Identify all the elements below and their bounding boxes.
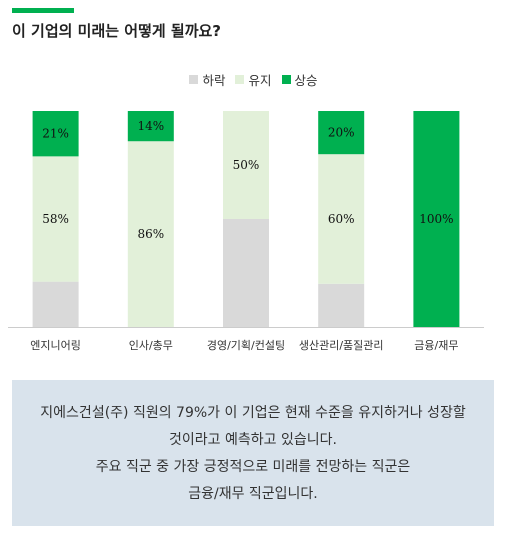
legend-label-rise: 상승	[294, 73, 318, 88]
bar-segment-maintain-0	[32, 156, 79, 282]
data-label: 100%	[419, 212, 453, 226]
data-label: 20%	[328, 126, 355, 140]
legend-label-maintain: 유지	[248, 73, 272, 88]
legend-item-rise: 상승	[281, 70, 318, 89]
category-label: 인사/총무	[129, 339, 173, 352]
summary-line-4: 금융/재무 직군입니다.	[188, 486, 318, 502]
bar-segment-maintain-1	[127, 141, 174, 327]
category-label: 엔지니어링	[30, 339, 81, 352]
bar-segment-rise-4	[413, 111, 460, 327]
legend-swatch-decline	[189, 75, 199, 84]
legend-item-decline: 하락	[189, 70, 225, 89]
stacked-bar-chart: 58% 21% 엔지니어링 86% 14% 인사/총무 50% 경영/기획/컨설팅 60% 20%…	[8, 111, 484, 352]
bar-segment-maintain-3	[318, 154, 365, 284]
category-label: 금융/재무	[414, 339, 458, 352]
bar-segment-maintain-2	[223, 111, 269, 219]
data-label: 21%	[42, 127, 69, 141]
summary-line-1: 지에스건설(주) 직원의 79%가 이 기업은 현재 수준을 유지하거나 성장할	[40, 405, 466, 421]
data-label: 14%	[137, 119, 164, 133]
page-title: 이 기업의 미래는 어떻게 될까요?	[12, 22, 221, 40]
data-label: 58%	[42, 212, 69, 226]
summary-line-2: 것이라고 예측하고 있습니다.	[169, 432, 337, 448]
summary-line-3: 주요 직군 중 가장 긍정적으로 미래를 전망하는 직군은	[95, 459, 411, 475]
title-accent-bar	[12, 8, 74, 13]
legend-item-maintain: 유지	[235, 70, 272, 89]
bar-segment-decline-3	[318, 283, 365, 327]
summary-box: 지에스건설(주) 직원의 79%가 이 기업은 현재 수준을 유지하거나 성장할…	[12, 380, 494, 526]
data-label: 60%	[328, 212, 355, 226]
bar-segment-decline-0	[32, 281, 79, 327]
bar-segment-decline-2	[223, 219, 269, 327]
legend-swatch-rise	[281, 75, 291, 84]
data-label: 50%	[233, 158, 260, 172]
legend-swatch-maintain	[235, 75, 245, 84]
category-label: 생산관리/품질관리	[299, 339, 384, 352]
category-label: 경영/기획/컨설팅	[207, 339, 285, 352]
data-label: 86%	[137, 227, 164, 241]
legend-label-decline: 하락	[202, 73, 226, 88]
bar-segment-rise-0	[32, 111, 79, 157]
bar-segment-rise-3	[318, 111, 365, 155]
chart-legend: 하락 유지 상승	[0, 70, 507, 89]
bar-segment-rise-1	[127, 111, 174, 142]
